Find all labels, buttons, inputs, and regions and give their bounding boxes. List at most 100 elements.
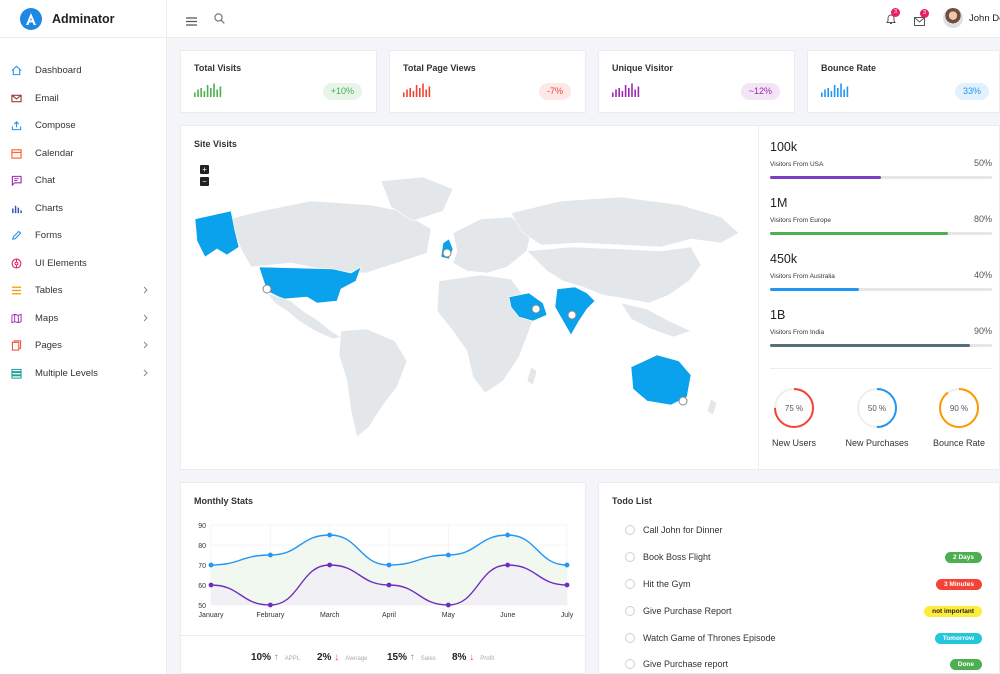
monthly-stat-value: 10% [251,652,272,663]
data-point [327,532,333,538]
sidebar-item-chat[interactable]: Chat [0,167,166,195]
todo-item[interactable]: Hit the Gym 3 Minutes [625,574,982,594]
sparkline-bar [846,86,849,97]
gauge-arc [774,388,814,428]
x-tick-label: February [256,612,285,619]
todo-checkbox[interactable] [625,633,635,643]
sidebar-item-pages[interactable]: Pages [0,332,166,360]
stat-value-badge: +10% [322,83,362,100]
monthly-stat-average: 2% ↓ Average [317,652,367,663]
sparkline-bar [634,89,636,97]
sidebar-item-dashboard[interactable]: Dashboard [0,57,166,85]
sparkline-bar [830,91,833,97]
user-name[interactable]: John Doe [969,13,1000,24]
y-tick-label: 70 [198,563,206,570]
sidebar-item-label: Tables [35,285,63,297]
data-point [564,582,570,588]
chevron-right-icon [143,369,148,380]
todo-checkbox[interactable] [625,606,635,616]
visitor-stat-percent: 80% [973,214,992,224]
map-canada [228,200,432,274]
sparkline-bar [194,92,196,97]
todo-text: Book Boss Flight [643,552,711,562]
todo-text: Watch Game of Thrones Episode [643,633,776,643]
sparkline-bar [412,91,415,97]
sparkline [194,83,222,97]
monthly-stat-appl: 10% ↑ APPL [251,652,300,663]
sidebar-item-ui-elements[interactable]: UI Elements [0,250,166,278]
gauge-value: 50 % [868,404,886,413]
gauge-ring: 50 % [857,388,897,428]
progress-bar [770,288,992,291]
progress-fill [770,176,881,179]
todo-item[interactable]: Watch Game of Thrones Episode Tomorrow [625,628,982,648]
sidebar: Adminator Dashboard Email Compose Calend… [0,0,167,674]
palette-icon [10,257,22,269]
sparkline-bar [637,86,640,97]
todo-card: Todo List Call John for Dinner Book Boss… [598,482,1000,674]
stat-card-total-visits: Total Visits +10% [180,50,377,113]
todo-badge: Done [949,658,982,670]
notifications-badge: 3 [891,8,900,17]
monthly-stat-label: Sales [420,656,436,662]
map-alaska [194,210,240,258]
sparkline-bar [843,89,845,97]
sidebar-item-label: Pages [35,340,62,352]
zoom-out-button[interactable]: − [200,177,209,186]
progress-fill [770,344,970,347]
zoom-in-button[interactable]: + [200,165,209,174]
progress-bar [770,344,992,347]
sidebar-item-multiple-levels[interactable]: Multiple Levels [0,360,166,388]
sidebar-item-forms[interactable]: Forms [0,222,166,250]
sparkline [821,83,849,97]
monthly-stat-value: 2% [317,652,332,663]
x-tick-label: March [320,612,340,619]
mail-icon [914,13,925,30]
todo-item[interactable]: Call John for Dinner [625,520,982,540]
todo-item[interactable]: Give Purchase report Done [625,654,982,674]
data-point [327,562,333,568]
map-greenland [380,176,454,222]
todo-checkbox[interactable] [625,579,635,589]
messages-button[interactable]: 3 [914,9,929,31]
world-map[interactable] [191,171,751,461]
monthly-stats-card: Monthly Stats 50 60 70 80 90 January February M… [180,482,587,674]
data-point [386,562,392,568]
sparkline-bar [624,85,627,97]
todo-checkbox[interactable] [625,659,635,669]
site-visits-card: Site Visits + − 1 [180,125,1000,471]
map-saudi-arabia [508,292,548,322]
sidebar-item-calendar[interactable]: Calendar [0,140,166,168]
y-tick-label: 80 [198,543,206,550]
todo-item[interactable]: Give Purchase Report not important [625,601,982,621]
sidebar-item-label: Maps [35,312,59,324]
avatar[interactable] [943,8,963,28]
x-tick-label: April [382,612,396,619]
chevron-right-icon [143,341,148,352]
visitor-stat-percent: 40% [973,270,992,280]
monthly-stats-divider [181,635,587,636]
sidebar-item-tables[interactable]: Tables [0,277,166,305]
visitor-stat: 100k Visitors From USA 50% [770,140,992,179]
menu-icon[interactable] [186,13,197,31]
sidebar-item-maps[interactable]: Maps [0,305,166,333]
brand[interactable]: Adminator [0,0,166,38]
sidebar-item-charts[interactable]: Charts [0,195,166,223]
pages-icon [10,340,22,352]
todo-checkbox[interactable] [625,525,635,535]
sparkline-bar [406,89,408,97]
tables-icon [10,285,22,297]
sidebar-item-label: UI Elements [35,257,87,269]
todo-checkbox[interactable] [625,552,635,562]
sparkline-bar [827,88,829,97]
sparkline-bar [210,88,212,97]
sidebar-item-email[interactable]: Email [0,85,166,113]
map-australia [630,354,692,406]
sidebar-item-compose[interactable]: Compose [0,112,166,140]
sparkline-bar [219,86,222,97]
x-tick-label: June [500,612,515,619]
search-icon[interactable] [214,11,225,29]
gauge-label: New Purchases [845,438,909,448]
todo-item[interactable]: Book Boss Flight 2 Days [625,547,982,567]
notifications-button[interactable]: 3 [886,8,900,30]
